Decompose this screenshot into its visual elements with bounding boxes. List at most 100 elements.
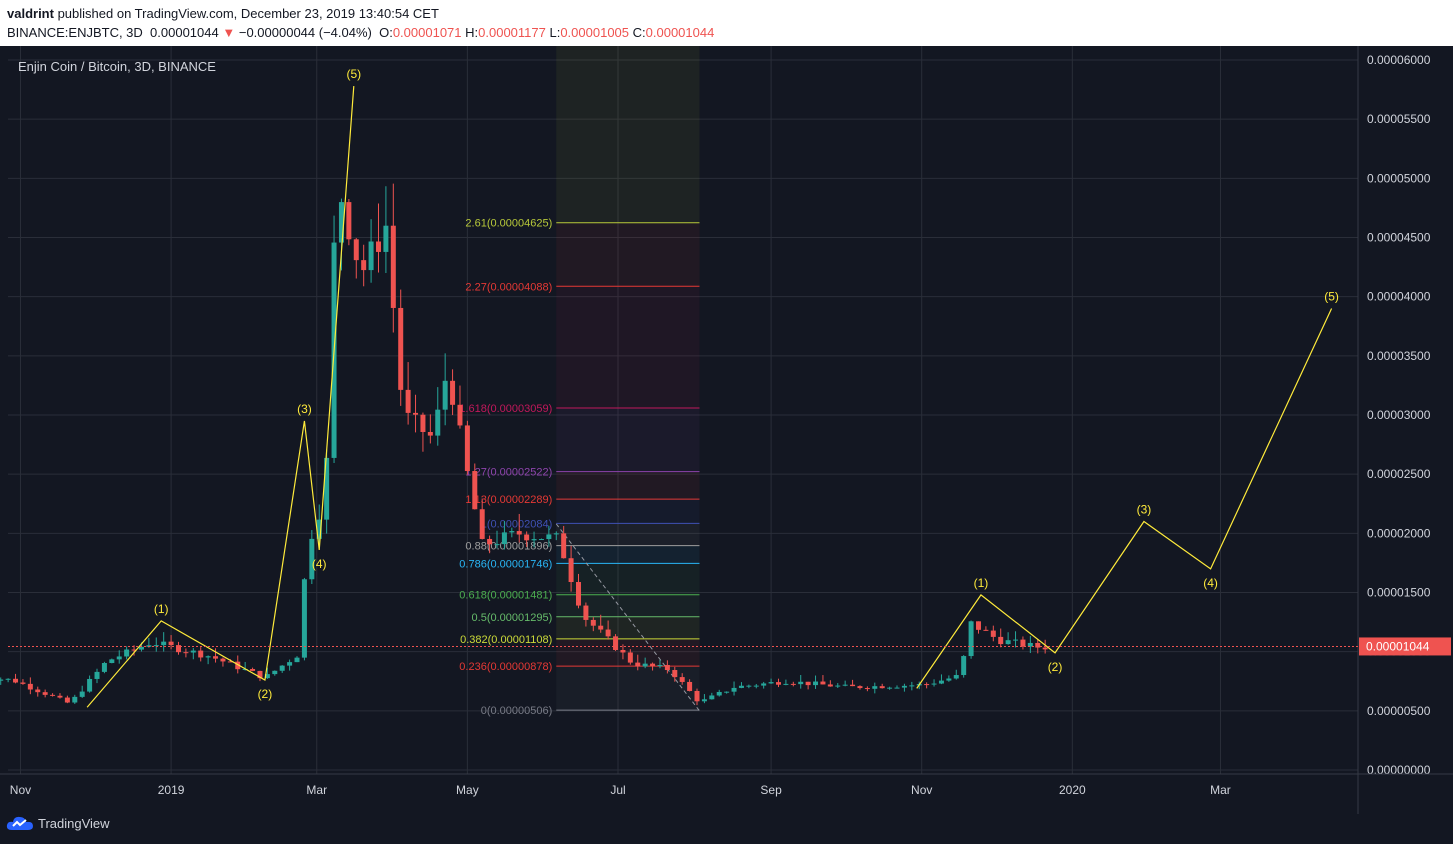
candle-body[interactable] (420, 414, 426, 432)
candle-body[interactable] (101, 663, 107, 672)
candle-body[interactable] (753, 685, 759, 687)
candle-body[interactable] (546, 534, 552, 540)
candle-body[interactable] (398, 307, 404, 390)
candle-body[interactable] (442, 380, 448, 410)
candle-body[interactable] (20, 682, 26, 684)
candle-body[interactable] (887, 687, 893, 689)
candle-body[interactable] (153, 645, 159, 647)
candle-body[interactable] (87, 678, 93, 692)
candle-body[interactable] (790, 683, 796, 685)
candle-body[interactable] (257, 670, 263, 679)
candle-body[interactable] (613, 636, 619, 650)
candle-body[interactable] (798, 681, 804, 685)
candle-body[interactable] (709, 695, 715, 700)
candle-body[interactable] (783, 683, 789, 685)
candle-body[interactable] (457, 404, 463, 426)
candle-body[interactable] (605, 629, 611, 637)
candle-body[interactable] (368, 241, 374, 271)
candle-body[interactable] (190, 650, 196, 653)
candle-body[interactable] (938, 680, 944, 684)
candle-body[interactable] (287, 662, 293, 666)
candle-body[interactable] (924, 684, 930, 686)
candle-body[interactable] (694, 690, 700, 702)
candle-body[interactable] (501, 532, 507, 545)
elliott-wave-path[interactable] (86, 85, 355, 708)
candle-body[interactable] (931, 683, 937, 685)
candle-body[interactable] (894, 687, 900, 689)
candle-body[interactable] (650, 663, 656, 667)
candle-body[interactable] (813, 681, 819, 686)
candle-body[interactable] (657, 665, 663, 667)
candle-body[interactable] (5, 678, 11, 680)
candle-body[interactable] (738, 685, 744, 688)
candle-body[interactable] (175, 645, 181, 653)
candle-body[interactable] (553, 533, 559, 535)
candle-body[interactable] (516, 531, 522, 535)
candle-body[interactable] (857, 686, 863, 689)
candle-body[interactable] (27, 683, 33, 690)
candle-body[interactable] (731, 687, 737, 692)
candle-body[interactable] (724, 691, 730, 693)
candle-body[interactable] (998, 636, 1004, 645)
candle-body[interactable] (509, 531, 515, 533)
candle-body[interactable] (983, 629, 989, 631)
candle-body[interactable] (131, 649, 137, 651)
candle-body[interactable] (679, 677, 685, 682)
candle-body[interactable] (50, 694, 56, 696)
candle-body[interactable] (227, 661, 233, 663)
candle-body[interactable] (487, 538, 493, 545)
candle-body[interactable] (1042, 647, 1048, 650)
candle-body[interactable] (746, 685, 752, 687)
candle-body[interactable] (405, 389, 411, 413)
fibonacci-extension[interactable]: 3.61(0.00006203)2.61(0.00004625)2.27(0.0… (459, 46, 700, 717)
candle-body[interactable] (961, 656, 967, 676)
candle-body[interactable] (213, 656, 219, 659)
elliott-waves[interactable]: (1) (2) (3) (4) (5) (1) (2) (3) (4) (5) (86, 67, 1339, 708)
candle-body[interactable] (687, 681, 693, 691)
candle-body[interactable] (464, 425, 470, 472)
fib-trend-line[interactable] (555, 523, 700, 712)
candle-body[interactable] (805, 681, 811, 686)
candle-body[interactable] (294, 657, 300, 663)
candle-body[interactable] (672, 670, 678, 678)
candle-body[interactable] (827, 684, 833, 687)
candle-body[interactable] (235, 661, 241, 670)
candle-body[interactable] (590, 619, 596, 626)
candle-body[interactable] (627, 652, 633, 663)
candle-body[interactable] (946, 678, 952, 681)
candle-body[interactable] (598, 625, 604, 630)
candle-body[interactable] (990, 630, 996, 637)
candle-body[interactable] (568, 558, 574, 583)
candle-body[interactable] (161, 641, 167, 646)
candle-body[interactable] (301, 579, 307, 658)
tradingview-logo[interactable]: TradingView (6, 814, 110, 832)
candle-body[interactable] (864, 688, 870, 690)
candle-body[interactable] (183, 652, 189, 654)
candle-body[interactable] (664, 665, 670, 671)
candle-body[interactable] (901, 685, 907, 688)
candle-body[interactable] (427, 431, 433, 436)
candle-body[interactable] (198, 650, 204, 658)
candle-body[interactable] (0, 679, 4, 681)
candle-body[interactable] (13, 678, 19, 683)
candle-body[interactable] (716, 691, 722, 696)
candle-body[interactable] (968, 621, 974, 657)
candle-body[interactable] (761, 683, 767, 686)
candle-body[interactable] (390, 225, 396, 308)
candle-body[interactable] (620, 649, 626, 653)
candle-body[interactable] (64, 697, 70, 703)
candle-body[interactable] (768, 682, 774, 684)
candle-body[interactable] (42, 692, 48, 695)
candle-body[interactable] (383, 225, 389, 252)
candle-body[interactable] (583, 605, 589, 620)
candle-body[interactable] (138, 646, 144, 650)
author-name[interactable]: valdrint (7, 6, 54, 21)
candle-body[interactable] (316, 519, 322, 539)
candle-body[interactable] (124, 649, 130, 657)
candle-body[interactable] (531, 539, 537, 541)
candle-body[interactable] (561, 533, 567, 559)
candle-body[interactable] (309, 538, 315, 580)
candle-body[interactable] (472, 471, 478, 510)
candle-body[interactable] (872, 686, 878, 689)
candle-body[interactable] (109, 659, 115, 664)
